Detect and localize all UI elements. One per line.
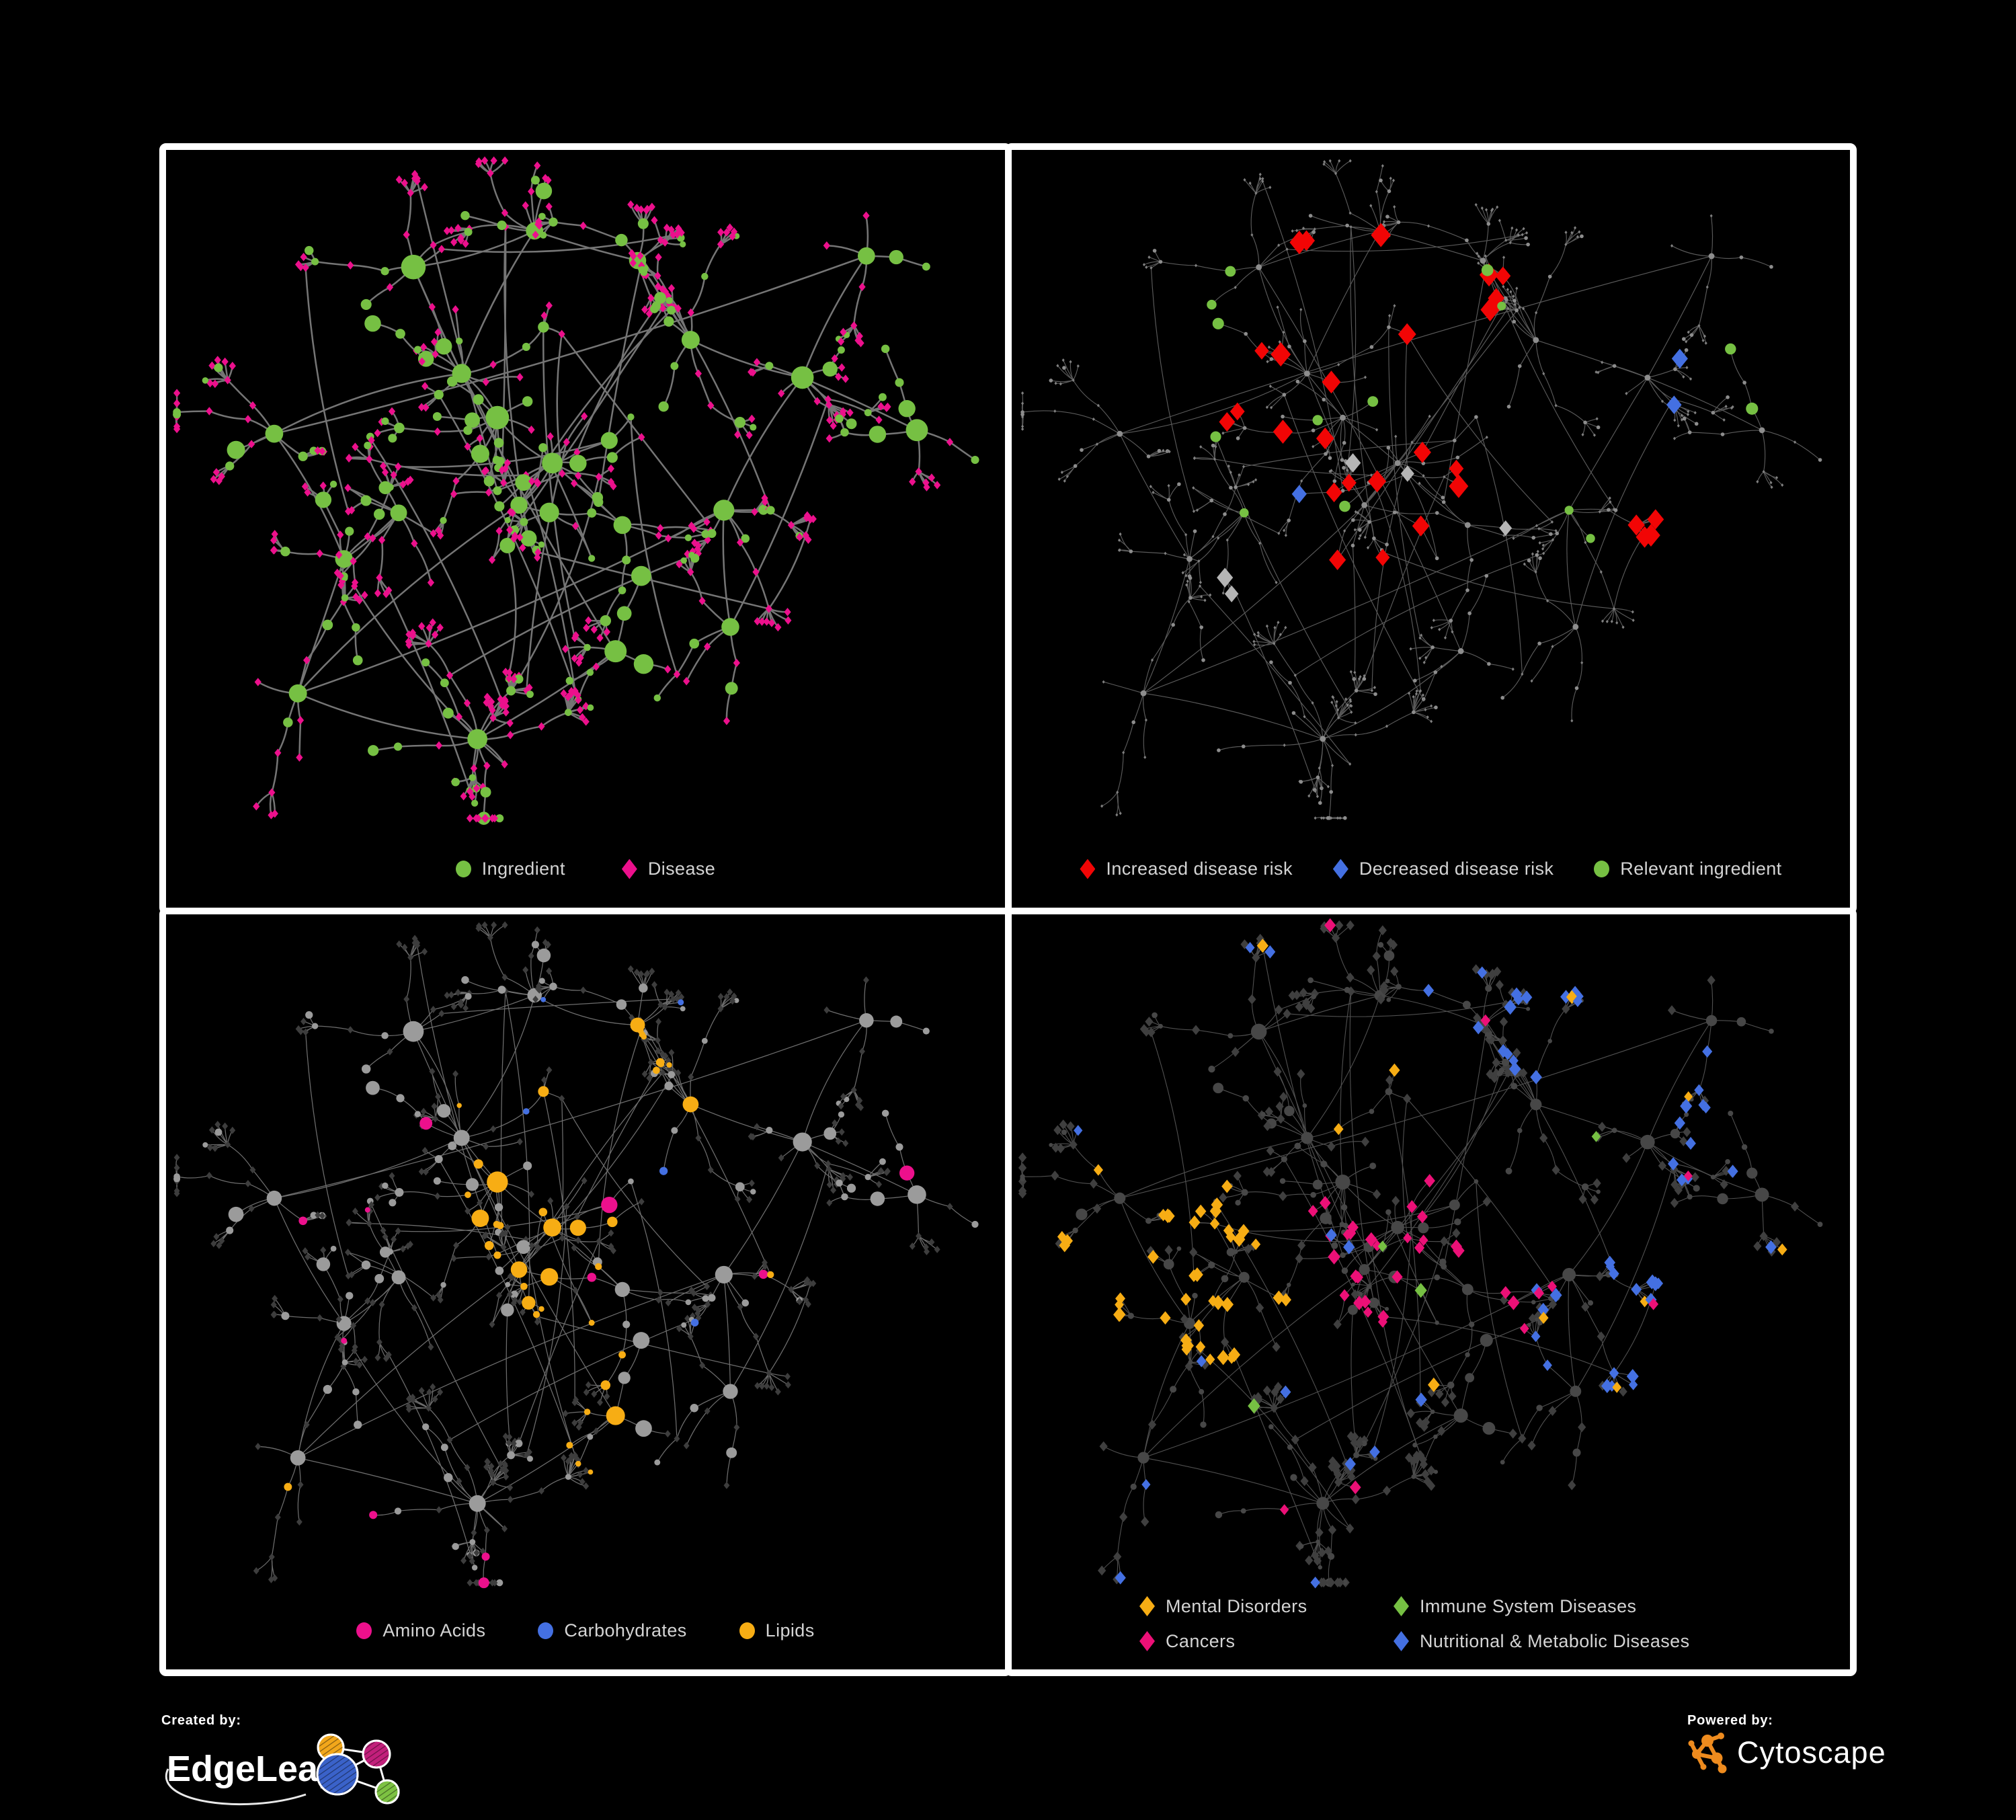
- ingredient-label: Ingredient: [481, 859, 565, 879]
- ingredient-disease-network: [173, 156, 979, 825]
- panel-ingredient-disease: Ingredient Disease: [159, 143, 1012, 914]
- edgeleap-logo: EdgeLeap: [165, 1733, 400, 1806]
- edgeleap-branding: Created by: EdgeLeap: [161, 1713, 410, 1820]
- amino-acids-label: Amino Acids: [382, 1620, 486, 1640]
- cancers-marker: [1139, 1631, 1155, 1651]
- cytoscape-wordmark: Cytoscape: [1737, 1735, 1886, 1770]
- disease-marker: [621, 859, 637, 879]
- nutritional-metabolic-diseases-marker: [1394, 1631, 1409, 1651]
- panel-nutrient-classes: Amino Acids Carbohydrates Lipids: [159, 908, 1012, 1676]
- legend-disease-risk: Increased disease risk Decreased disease…: [1012, 859, 1850, 879]
- relevant-ingredient-marker: [1594, 861, 1610, 877]
- legend-item-disease: Disease: [621, 859, 716, 879]
- immune-system-diseases-marker: [1394, 1596, 1409, 1616]
- cytoscape-branding: Powered by:: [1687, 1713, 1886, 1776]
- edgeleap-logo-network: [316, 1733, 400, 1805]
- decreased-risk-label: Decreased disease risk: [1359, 859, 1554, 879]
- legend-ingredient-disease: Ingredient Disease: [166, 859, 1005, 879]
- mental-disorders-marker: [1139, 1596, 1155, 1616]
- disease-risk-network: [1020, 159, 1822, 820]
- panel-disease-classes: Mental Disorders Immune System Diseases …: [1005, 908, 1857, 1676]
- ingredient-marker: [455, 861, 471, 877]
- created-by-label: Created by:: [161, 1713, 241, 1728]
- legend-item-nutritional-metabolic-diseases: Nutritional & Metabolic Diseases: [1394, 1631, 1689, 1652]
- legend-item-mental-disorders: Mental Disorders: [1139, 1596, 1394, 1617]
- disease-label: Disease: [647, 859, 716, 879]
- disease-classes-network: [1018, 918, 1823, 1589]
- legend-item-amino-acids: Amino Acids: [356, 1620, 485, 1641]
- cytoscape-logo: [1688, 1733, 1727, 1774]
- amino-acids-marker: [356, 1622, 372, 1639]
- mental-disorders-label: Mental Disorders: [1166, 1595, 1307, 1616]
- edgeleap-wordmark: EdgeLeap: [167, 1749, 340, 1789]
- legend-item-carbohydrates: Carbohydrates: [538, 1620, 686, 1641]
- immune-system-diseases-label: Immune System Diseases: [1420, 1595, 1637, 1616]
- decreased-risk-marker: [1332, 859, 1348, 879]
- legend-item-lipids: Lipids: [739, 1620, 815, 1641]
- legend-item-relevant-ingredient: Relevant ingredient: [1594, 859, 1781, 879]
- powered-by-label: Powered by:: [1687, 1713, 1773, 1728]
- cancers-label: Cancers: [1166, 1630, 1236, 1651]
- legend-item-ingredient: Ingredient: [455, 859, 565, 879]
- legend-item-decreased-risk: Decreased disease risk: [1332, 859, 1554, 879]
- legend-nutrient-classes: Amino Acids Carbohydrates Lipids: [166, 1620, 1005, 1641]
- panel-disease-risk: Increased disease risk Decreased disease…: [1005, 143, 1857, 914]
- carbohydrates-label: Carbohydrates: [564, 1620, 687, 1640]
- relevant-ingredient-label: Relevant ingredient: [1620, 859, 1782, 879]
- legend-item-increased-risk: Increased disease risk: [1080, 859, 1292, 879]
- legend-item-cancers: Cancers: [1139, 1631, 1394, 1652]
- nutrient-classes-network: [173, 921, 979, 1589]
- edgeleap-swoosh: [165, 1768, 307, 1806]
- increased-risk-label: Increased disease risk: [1106, 859, 1293, 879]
- legend-item-immune-system-diseases: Immune System Diseases: [1394, 1596, 1689, 1617]
- nutritional-metabolic-diseases-label: Nutritional & Metabolic Diseases: [1420, 1630, 1690, 1651]
- increased-risk-marker: [1080, 859, 1096, 879]
- legend-disease-classes: Mental Disorders Immune System Diseases …: [1139, 1589, 1689, 1659]
- carbohydrates-marker: [538, 1622, 554, 1639]
- lipids-label: Lipids: [765, 1620, 815, 1640]
- lipids-marker: [739, 1622, 755, 1639]
